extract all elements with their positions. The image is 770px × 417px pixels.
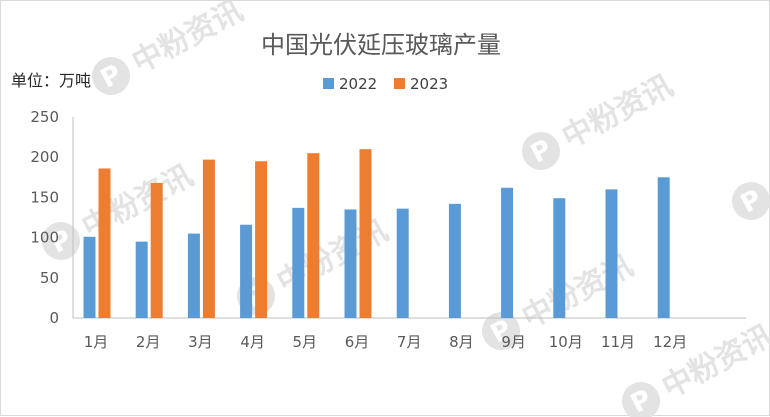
legend-label-2022: 2022 <box>339 75 377 93</box>
watermark-badge-icon <box>482 312 520 350</box>
watermark-text: 中粉资讯 <box>271 213 393 300</box>
watermark-badge-icon <box>92 57 130 95</box>
watermark-text: 中粉资讯 <box>656 318 770 405</box>
bar-2023-3 <box>202 159 215 318</box>
legend-swatch-2022 <box>323 78 334 89</box>
bar-2022-1 <box>83 236 96 318</box>
bar-2023-6 <box>359 149 372 318</box>
watermark-text: 中粉资讯 <box>76 158 198 245</box>
x-tick-label: 6月 <box>345 333 370 351</box>
watermark-text: 中粉资讯 <box>126 1 248 81</box>
x-tick-label: 11月 <box>601 333 635 351</box>
bar-2023-4 <box>255 161 268 318</box>
y-tick-labels: 0 50 100 150 200 250 <box>30 108 59 327</box>
x-tick-label: 10月 <box>549 333 583 351</box>
x-tick-label: 5月 <box>293 333 318 351</box>
bar-2022-7 <box>396 208 409 318</box>
watermark-badge-icon <box>522 132 560 170</box>
bar-2022-10 <box>553 198 566 318</box>
chart-title: 中国光伏延压玻璃产量 <box>261 31 501 59</box>
bar-2022-6 <box>344 209 357 318</box>
bar-2022-9 <box>501 187 514 318</box>
bar-2023-1 <box>98 168 111 318</box>
legend-swatch-2023 <box>394 78 405 89</box>
watermark-badge-icon <box>732 182 770 220</box>
bar-2022-11 <box>605 189 618 318</box>
x-tick-label: 2月 <box>136 333 161 351</box>
watermark-text: 中粉资讯 <box>556 68 678 155</box>
x-tick-label: 7月 <box>397 333 422 351</box>
y-tick-label: 200 <box>30 148 59 166</box>
bar-2023-5 <box>307 153 320 318</box>
bar-2022-12 <box>657 177 670 318</box>
y-tick-label: 0 <box>49 309 59 327</box>
bar-2023-2 <box>150 182 163 318</box>
bars <box>83 149 670 318</box>
x-tick-label: 1月 <box>84 333 109 351</box>
x-tick-labels: 1月 2月 3月 4月 5月 6月 7月 8月 9月 10月 11月 12月 <box>84 333 688 351</box>
y-tick-label: 100 <box>30 229 59 247</box>
x-tick-label: 3月 <box>188 333 213 351</box>
bar-2022-4 <box>240 224 253 318</box>
bar-2022-3 <box>187 233 200 318</box>
y-tick-label: 150 <box>30 188 59 206</box>
bar-2022-5 <box>292 207 305 318</box>
bar-2022-8 <box>448 203 461 318</box>
watermark-badge-icon <box>42 222 80 260</box>
watermark-text: 中粉资讯 <box>516 248 638 335</box>
y-tick-label: 250 <box>30 108 59 126</box>
x-tick-label: 8月 <box>449 333 474 351</box>
unit-label: 单位：万吨 <box>11 71 91 90</box>
bar-2022-2 <box>135 241 148 318</box>
y-tick-label: 50 <box>40 269 59 287</box>
legend: 2022 2023 <box>323 75 448 93</box>
x-tick-label: 12月 <box>653 333 687 351</box>
legend-label-2023: 2023 <box>410 75 448 93</box>
x-tick-label: 4月 <box>240 333 265 351</box>
x-tick-label: 9月 <box>501 333 526 351</box>
watermark-badge-icon <box>622 382 660 417</box>
